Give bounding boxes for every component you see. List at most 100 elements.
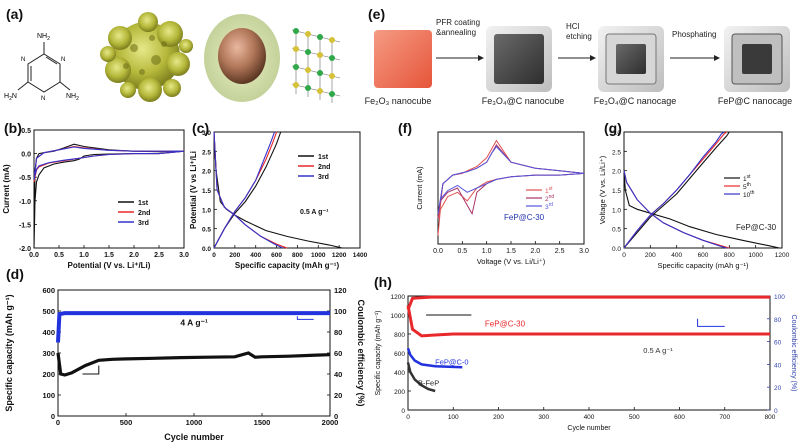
x-tick-label: 2.0 [530,248,540,255]
x-tick-label: 0 [212,252,216,259]
x-tick-label: 1.5 [506,248,516,255]
y-axis-label: Specific capacity (mAh g⁻¹) [375,311,382,396]
legend-sup: th [747,182,751,188]
plot-frame [33,129,185,249]
legend-sup: st [549,186,554,192]
y-tick-label: 200 [42,370,55,379]
chart-b-cv: 0.0 0.5 1.0 1.5 2.0 2.5 3.0 0.5 0.0 -0.5 -1.0 -1.5 -… [2,128,189,270]
legend-label: 2nd [545,194,554,203]
y-tick-label: 0 [401,408,405,415]
chart-d-cycling: 0 500 1000 1500 20000100200300400500600Cycle… [4,286,366,442]
fe3o4-c-nanocube [486,26,552,92]
panel-d-label: (d) [6,266,24,282]
x-tick-label: 500 [120,418,133,427]
caption-fe3o4-c-nanocage: Fe₃O₄@C nanocage [593,96,677,106]
legend-label: 5th [743,182,751,191]
y-tick-label: 3.0 [612,130,621,137]
capacity-arrow [82,365,100,375]
legend-label: 3rd [138,220,149,227]
rate-annotation: 4 A g⁻¹ [180,318,208,328]
ce-arrow-right [697,318,725,327]
x-tick-label: 1000 [748,252,763,259]
x-tick-label: 1400 [353,252,368,259]
n-atom-3: N [21,57,25,63]
x-tick-label: 1000 [311,252,326,259]
panel-g-label: (g) [604,120,622,136]
x-axis-label: Potential (V vs. Li⁺/Li) [68,261,151,270]
y-tick-label: 0 [51,412,55,421]
legend-label: 1st [138,200,149,207]
x-tick-label: 200 [493,414,504,421]
y2-tick-label: 100 [334,307,347,316]
legend-num: 1 [545,188,549,195]
gcd-g-1st-discharge [623,170,780,249]
y-tick-label: 600 [394,351,405,358]
y2-tick-label: 100 [774,294,785,301]
panel-b-label: (b) [4,120,22,136]
x-tick-label: 1.0 [482,248,492,255]
y2-axis-label: Coulombic efficiency (%) [356,299,366,406]
x-tick-label: 1200 [775,252,790,259]
crystal-lattice [291,28,341,103]
x-tick-label: 800 [292,252,303,259]
y-tick-label: 0.0 [202,246,211,253]
x-tick-label: 800 [724,252,735,259]
fep-c-30-ce [406,295,770,311]
legend-label: 1st [743,174,751,183]
x-tick-label: 1000 [186,418,203,427]
y-tick-label: 0.5 [612,227,621,234]
x-tick-label: 700 [719,414,730,421]
x-tick-label: 400 [584,414,595,421]
legend-num: 3 [545,204,549,211]
rate-annotation: 0.5 A g⁻¹ [300,209,329,216]
caption-fe2o3-nanocube: Fe₂O₃ nanocube [364,96,432,106]
series-label-fep-c-30: FeP@C-30 [485,319,526,328]
x-tick-label: 0 [406,414,410,421]
h2n-left: H2N [4,93,17,102]
gcd-g-1st-charge [623,131,730,249]
legend-label: 2nd [138,210,150,217]
legend-sup: rd [549,202,554,208]
x-tick-label: 2.5 [555,248,565,255]
step-phosphating: Phosphating [672,30,717,39]
plot-frame [213,131,361,249]
y2-tick-label: 0 [334,412,338,421]
fep-c-nanocage [724,26,790,92]
chart-f-cv: 0.0 0.5 1.0 1.5 2.0 2.5 3.0 Voltage (V vs. Li/L… [415,131,589,266]
x-tick-label: 1200 [332,252,347,259]
x-axis-label: Specific capacity (mAh g⁻¹) [235,261,340,270]
y-tick-label: 2.5 [202,149,211,156]
x-tick-label: 0 [622,252,626,259]
x-tick-label: 2.5 [154,252,164,259]
y2-axis-label: Coulombic efficiency (%) [790,315,797,392]
x-tick-label: 300 [538,414,549,421]
legend-sup: st [747,174,752,180]
x-tick-label: 1.5 [104,252,114,259]
y2-tick-label: 20 [334,391,342,400]
legend-num: 10 [743,192,751,199]
core-shell-particle [204,14,280,102]
nh2-right: NH2 [66,93,79,102]
y-tick-label: 2.0 [612,169,621,176]
chart-c-charge-discharge: 0 200 400 600 800 1000 1200 1400 0.0 0.5 1.0 1.5 2.0… [189,130,368,270]
cv-f-series-2nd [437,144,585,219]
plot-frame [437,131,585,245]
gcd-3rd-charge [213,131,276,249]
y-tick-label: 3.0 [202,130,211,137]
fep-c-0-capacity [406,347,463,369]
x-tick-label: 2.0 [129,252,139,259]
y2-tick-label: 80 [334,328,342,337]
y-axis-label: Current (mA) [2,164,11,214]
plot-frame [57,289,331,417]
panel-e-label: (e) [368,6,386,22]
y-tick-label: 400 [42,328,55,337]
x-tick-label: 3.0 [179,252,189,259]
melamine-molecule: NH2 N N N H2N NH2 [4,33,79,102]
panel-f-label: (f) [398,120,412,136]
x-tick-label: 400 [250,252,261,259]
y-tick-label: 2.0 [202,169,211,176]
gcd-g-10th-charge [623,131,725,249]
legend-num: 2 [545,196,549,203]
cv-f-series-3rd [437,145,585,214]
n-atom-2: N [41,96,45,102]
